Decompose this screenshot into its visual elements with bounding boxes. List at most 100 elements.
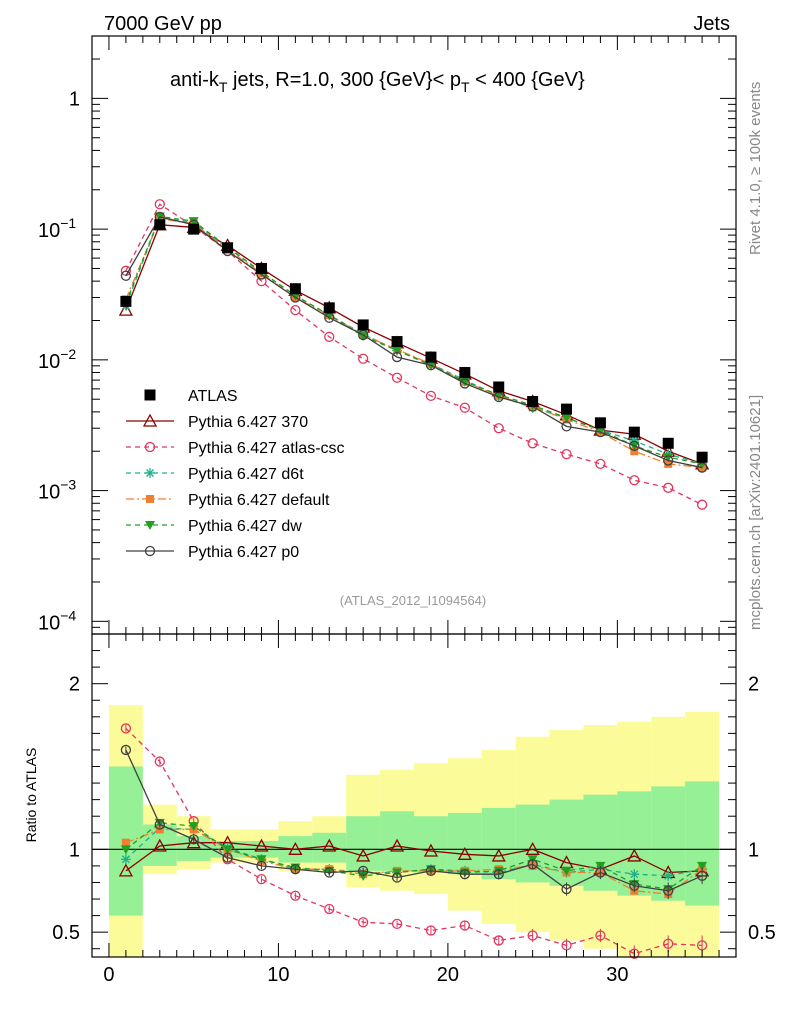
legend-label: Pythia 6.427 p0 <box>188 544 299 561</box>
data-marker <box>663 453 674 463</box>
data-marker <box>493 381 505 393</box>
data-marker <box>425 351 437 363</box>
y-tick-label: 10−1 <box>38 215 76 242</box>
data-marker <box>154 199 165 210</box>
y-tick-label: 1 <box>69 88 80 110</box>
x-tick-label: 0 <box>103 964 114 986</box>
data-marker <box>358 865 369 877</box>
legend-label: Pythia 6.427 370 <box>188 414 308 431</box>
data-marker <box>222 852 233 863</box>
data-marker <box>290 304 301 316</box>
y-tick-exp: −1 <box>60 215 76 231</box>
data-marker <box>256 873 267 885</box>
ratio-y-tick-label-right: 0.5 <box>748 922 776 944</box>
legend-label: ATLAS <box>188 388 238 405</box>
data-marker <box>152 838 167 852</box>
data-marker <box>527 930 538 941</box>
data-marker <box>627 848 642 862</box>
ratio-series-line <box>125 822 703 890</box>
data-marker <box>629 869 640 880</box>
data-marker <box>255 262 267 274</box>
legend-label: Pythia 6.427 dw <box>188 518 302 535</box>
data-marker <box>629 880 640 891</box>
title-part-b: jets, R=1.0, 300 {GeV}< p <box>227 69 461 91</box>
data-marker <box>527 859 538 870</box>
data-marker <box>561 448 572 460</box>
y-tick-label: 10−3 <box>38 477 76 504</box>
main-series <box>118 199 710 510</box>
data-marker <box>425 925 437 936</box>
ratio-series-line <box>125 842 703 874</box>
data-marker <box>629 475 640 486</box>
chart-title: anti-kT jets, R=1.0, 300 {GeV}< pT < 400… <box>170 69 585 95</box>
main-series-line <box>125 215 703 465</box>
data-marker <box>145 521 155 530</box>
ratio-y-tick-label-right: 2 <box>748 674 759 696</box>
data-marker <box>391 918 403 930</box>
ratio-series-line <box>125 727 703 955</box>
data-marker <box>696 451 708 463</box>
data-marker <box>595 458 606 470</box>
data-marker <box>356 848 371 862</box>
data-marker <box>188 834 199 845</box>
data-marker <box>188 223 200 235</box>
legend-label: Pythia 6.427 d6t <box>188 466 304 483</box>
data-marker <box>459 378 470 389</box>
title-sub-b: T <box>461 79 470 95</box>
data-marker <box>664 459 673 468</box>
data-marker <box>391 872 403 883</box>
data-marker <box>391 351 403 363</box>
data-marker <box>118 302 133 316</box>
data-marker <box>289 283 301 295</box>
y-tick-label: 10−2 <box>38 346 76 373</box>
data-marker <box>146 495 154 503</box>
legend-label: Pythia 6.427 default <box>188 492 330 509</box>
data-marker <box>459 920 470 931</box>
data-marker <box>188 822 199 832</box>
title-sub-a: T <box>219 79 228 95</box>
data-marker <box>459 402 470 413</box>
data-marker <box>696 940 708 951</box>
data-marker <box>493 869 504 880</box>
ratio-ylabel: Ratio to ATLAS <box>23 748 39 843</box>
data-marker <box>696 499 708 510</box>
legend-label: Pythia 6.427 atlas-csc <box>188 440 345 457</box>
data-marker <box>392 346 403 356</box>
y-tick-exp: −4 <box>60 607 76 623</box>
header-left: 7000 GeV pp <box>104 13 222 35</box>
y-tick-label: 10−4 <box>38 607 76 634</box>
data-marker <box>290 864 301 875</box>
data-marker <box>222 845 233 855</box>
data-marker <box>425 390 437 402</box>
data-marker <box>595 930 606 941</box>
data-marker <box>144 545 156 557</box>
y-tick-exp: −3 <box>60 477 76 493</box>
data-marker <box>389 838 405 852</box>
data-marker <box>491 848 506 862</box>
main-series-line <box>125 203 703 506</box>
data-marker <box>628 426 640 438</box>
green-band-bin <box>685 781 720 906</box>
analysis-label: (ATLAS_2012_I1094564) <box>340 593 486 608</box>
data-marker <box>154 756 165 767</box>
data-marker <box>525 841 540 855</box>
data-marker <box>120 723 132 734</box>
data-marker <box>120 744 132 756</box>
green-band-bin <box>651 786 686 901</box>
data-marker <box>527 438 538 449</box>
data-marker <box>120 854 131 865</box>
data-marker <box>142 413 158 427</box>
x-tick-label: 30 <box>606 964 628 986</box>
data-marker <box>254 838 269 852</box>
data-marker <box>154 219 166 231</box>
data-marker <box>561 883 572 895</box>
data-marker <box>630 447 639 456</box>
legend: ATLAS Pythia 6.427 370 Pythia 6.427 atlas-… <box>126 388 345 561</box>
y-tick-exp: −2 <box>60 346 76 362</box>
green-band-bin <box>447 812 482 875</box>
data-marker <box>663 482 674 493</box>
data-marker <box>256 860 267 872</box>
data-marker <box>144 441 156 453</box>
